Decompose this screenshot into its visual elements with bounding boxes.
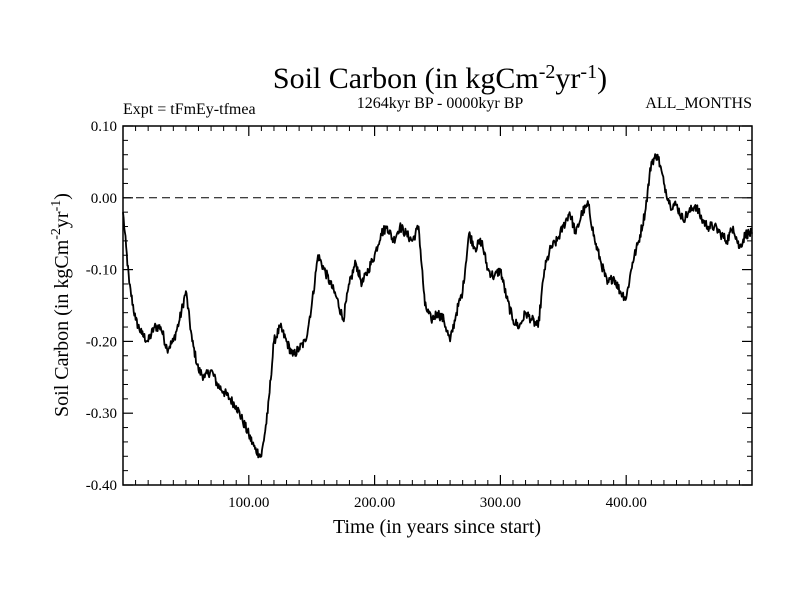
x-tick-label: 200.00 xyxy=(354,495,395,511)
tick-labels: 100.00 200.00 300.00 400.00 0.10 0.00 -0.10 -0.… xyxy=(86,119,647,511)
x-axis-label: Time (in years since start) xyxy=(333,516,541,538)
major-ticks xyxy=(123,125,752,486)
y-tick-label: 0.00 xyxy=(91,191,117,207)
minor-ticks xyxy=(123,126,752,485)
months-label: ALL_MONTHS xyxy=(645,95,752,112)
y-tick-label: -0.30 xyxy=(86,406,117,422)
x-tick-label: 300.00 xyxy=(480,495,521,511)
chart-title: Soil Carbon (in kgCm-2yr-1) xyxy=(273,61,607,95)
y-tick-label: -0.10 xyxy=(86,263,117,279)
chart-subtitle: 1264kyr BP - 0000kyr BP xyxy=(357,95,524,112)
soil-carbon-series-line xyxy=(122,153,753,459)
y-axis-label: Soil Carbon (in kgCm-2yr-1) xyxy=(49,193,73,417)
experiment-label: Expt = tFmEy-tfmea xyxy=(123,101,256,118)
plot-frame xyxy=(122,125,753,486)
y-tick-label: -0.20 xyxy=(86,334,117,350)
y-tick-label: -0.40 xyxy=(86,478,117,494)
x-tick-label: 100.00 xyxy=(228,495,269,511)
x-tick-label: 400.00 xyxy=(606,495,647,511)
y-tick-label: 0.10 xyxy=(91,119,117,135)
